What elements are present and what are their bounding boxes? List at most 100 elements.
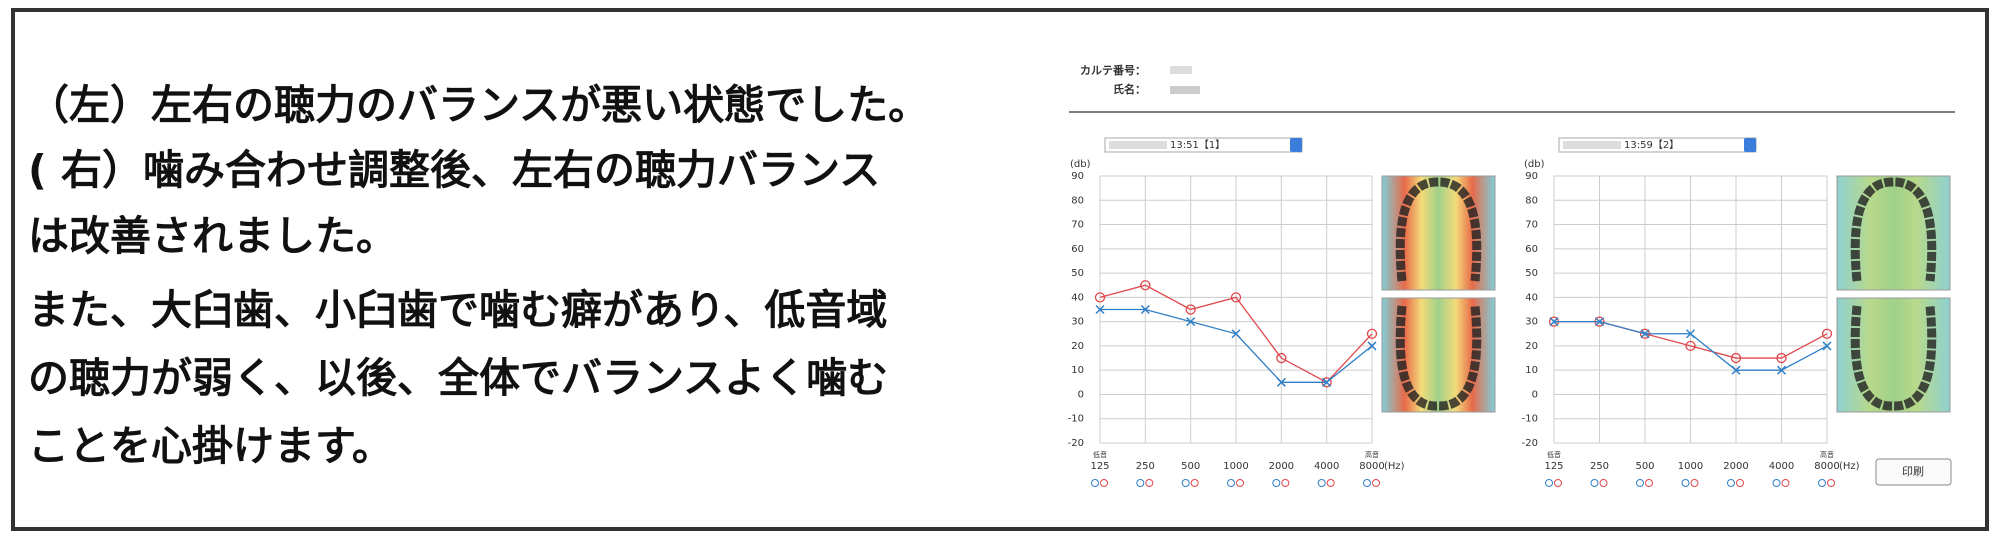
low-label: 低音 xyxy=(1093,450,1107,459)
print-button[interactable] xyxy=(1875,458,1952,486)
ear-icon xyxy=(1145,479,1154,487)
y-tick-label: 10 xyxy=(1525,365,1538,376)
low-label: 低音 xyxy=(1547,450,1561,459)
data-point xyxy=(1640,329,1650,339)
x-tick-label: 250 xyxy=(1590,461,1609,472)
data-point xyxy=(1185,304,1196,315)
frame xyxy=(11,8,1989,531)
data-point xyxy=(1549,317,1559,327)
x-tick-label: 2000 xyxy=(1723,461,1748,472)
y-tick-label: 90 xyxy=(1071,171,1084,182)
y-tick-label: 50 xyxy=(1525,268,1538,279)
x-tick-label: 125 xyxy=(1090,461,1109,472)
name-label: 氏名： xyxy=(1113,82,1146,96)
y-tick-label: 80 xyxy=(1071,195,1084,206)
ear-icon xyxy=(1091,479,1099,487)
ear-icon xyxy=(1781,479,1790,487)
y-tick-label: 30 xyxy=(1071,317,1084,328)
blurred-date xyxy=(1109,141,1167,149)
y-tick-label: 50 xyxy=(1071,268,1084,279)
ear-icon xyxy=(1681,479,1690,487)
y-tick-label: 30 xyxy=(1525,317,1538,328)
x-tick-label: 8000 xyxy=(1814,461,1839,472)
caption-line: は改善されました。 xyxy=(28,212,397,260)
data-point xyxy=(1186,317,1196,327)
high-label: 高音 xyxy=(1365,450,1379,459)
data-point xyxy=(1594,317,1605,327)
data-point xyxy=(1095,304,1105,315)
teeth-outline xyxy=(1395,177,1482,282)
x-unit: (Hz) xyxy=(1384,461,1405,472)
selector-arrow[interactable] xyxy=(1744,138,1756,152)
ear-icon xyxy=(1818,479,1826,487)
data-point xyxy=(1776,365,1787,375)
y-tick-label: 70 xyxy=(1525,220,1538,231)
data-point xyxy=(1366,328,1378,339)
y-tick-label: 10 xyxy=(1071,365,1084,376)
teeth-outline xyxy=(1850,177,1937,282)
y-axis-label: (db) xyxy=(1070,159,1091,170)
y-tick-label: 0 xyxy=(1078,389,1084,400)
x-tick-label: 1000 xyxy=(1678,461,1703,472)
data-point xyxy=(1776,352,1787,364)
ear-icon xyxy=(1372,479,1380,487)
y-tick-label: 20 xyxy=(1525,341,1538,352)
selector-arrow[interactable] xyxy=(1290,138,1302,152)
ear-icon xyxy=(1690,479,1699,487)
teeth-outline xyxy=(1395,305,1482,411)
ear-icon xyxy=(1326,479,1335,487)
caption-line: ことを心掛けます。 xyxy=(28,422,393,470)
y-tick-label: 70 xyxy=(1071,220,1084,231)
x-tick-label: 125 xyxy=(1544,461,1563,472)
ear-icon xyxy=(1545,479,1553,487)
y-tick-label: 0 xyxy=(1532,389,1538,400)
x-tick-label: 8000 xyxy=(1359,461,1384,472)
ear-icon xyxy=(1317,479,1326,487)
caption-line: また、大臼歯、小臼歯で噛む癖があり、低音域 xyxy=(28,286,887,334)
ear-icon xyxy=(1281,479,1290,487)
data-point xyxy=(1094,292,1106,303)
y-tick-label: 60 xyxy=(1525,244,1538,255)
caption-line: の聴力が弱く、以後、全体でバランスよく噛む xyxy=(28,354,888,402)
ear-icon xyxy=(1236,479,1244,487)
data-point xyxy=(1821,328,1833,339)
y-tick-label: 80 xyxy=(1525,195,1538,206)
caption-line: （左）左右の聴力のバランスが悪い状態でした。 xyxy=(28,81,929,129)
selector-text[interactable]: 13:51【1】 xyxy=(1170,139,1225,151)
selector-text[interactable]: 13:59【2】 xyxy=(1624,139,1679,151)
data-point xyxy=(1230,292,1242,303)
y-tick-label: 40 xyxy=(1525,292,1538,303)
x-tick-label: 500 xyxy=(1635,461,1654,472)
ear-icon xyxy=(1181,479,1190,487)
ear-icon xyxy=(1590,479,1599,487)
data-point xyxy=(1322,377,1332,387)
ear-icon xyxy=(1727,479,1735,487)
ear-icon xyxy=(1772,479,1781,487)
y-tick-label: 90 xyxy=(1525,171,1538,182)
x-tick-label: 4000 xyxy=(1314,461,1339,472)
x-unit: (Hz) xyxy=(1839,461,1860,472)
ear-icon xyxy=(1272,479,1281,487)
y-tick-label: -20 xyxy=(1068,438,1084,449)
blurred-date xyxy=(1563,141,1621,149)
y-axis-label: (db) xyxy=(1524,159,1545,170)
x-tick-label: 4000 xyxy=(1769,461,1794,472)
data-point xyxy=(1730,352,1742,364)
x-tick-label: 2000 xyxy=(1269,461,1294,472)
ear-icon xyxy=(1645,479,1653,487)
x-tick-label: 500 xyxy=(1181,461,1200,472)
print-button-label[interactable]: 印刷 xyxy=(1902,465,1924,478)
ear-icon xyxy=(1227,479,1235,487)
data-point xyxy=(1231,329,1241,339)
x-tick-label: 1000 xyxy=(1223,461,1248,472)
data-point xyxy=(1276,377,1286,387)
chart-no-label: カルテ番号： xyxy=(1080,63,1146,77)
high-label: 高音 xyxy=(1820,450,1834,459)
data-point xyxy=(1822,341,1832,351)
ear-icon xyxy=(1736,479,1744,487)
y-tick-label: 40 xyxy=(1071,292,1084,303)
data-point xyxy=(1685,340,1696,352)
y-tick-label: -10 xyxy=(1068,414,1084,425)
ear-icon xyxy=(1636,479,1644,487)
